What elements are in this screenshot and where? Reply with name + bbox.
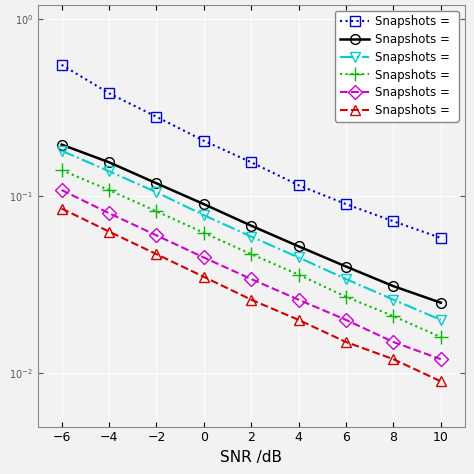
Legend: Snapshots = , Snapshots = , Snapshots = , Snapshots = , Snapshots = , Snapshots : Snapshots = , Snapshots = , Snapshots = … <box>335 10 459 122</box>
Snapshots =  <box>391 313 396 319</box>
Snapshots =  <box>59 142 64 147</box>
Snapshots =  <box>106 187 112 193</box>
Snapshots =  <box>391 219 396 224</box>
Snapshots =  <box>391 297 396 302</box>
Snapshots =  <box>201 212 207 218</box>
Line: Snapshots = : Snapshots = <box>57 146 446 325</box>
Line: Snapshots = : Snapshots = <box>57 60 446 243</box>
Snapshots =  <box>438 235 444 241</box>
Snapshots =  <box>59 148 64 154</box>
X-axis label: SNR /dB: SNR /dB <box>220 450 282 465</box>
Snapshots =  <box>296 182 301 188</box>
Snapshots =  <box>248 276 254 282</box>
Snapshots =  <box>59 187 64 193</box>
Snapshots =  <box>154 181 159 186</box>
Snapshots =  <box>154 232 159 238</box>
Snapshots =  <box>154 209 159 214</box>
Line: Snapshots = : Snapshots = <box>55 163 448 344</box>
Snapshots =  <box>343 276 349 282</box>
Snapshots =  <box>154 114 159 119</box>
Snapshots =  <box>106 210 112 216</box>
Snapshots =  <box>201 274 207 280</box>
Snapshots =  <box>201 138 207 144</box>
Snapshots =  <box>438 379 444 384</box>
Snapshots =  <box>59 206 64 211</box>
Snapshots =  <box>201 230 207 236</box>
Snapshots =  <box>296 255 301 260</box>
Line: Snapshots = : Snapshots = <box>57 140 446 308</box>
Snapshots =  <box>343 264 349 269</box>
Snapshots =  <box>59 62 64 68</box>
Snapshots =  <box>391 339 396 345</box>
Snapshots =  <box>106 91 112 96</box>
Snapshots =  <box>106 168 112 174</box>
Snapshots =  <box>106 229 112 235</box>
Snapshots =  <box>248 251 254 257</box>
Snapshots =  <box>343 201 349 207</box>
Snapshots =  <box>248 234 254 239</box>
Line: Snapshots = : Snapshots = <box>57 185 446 364</box>
Snapshots =  <box>438 317 444 323</box>
Snapshots =  <box>438 356 444 362</box>
Snapshots =  <box>296 244 301 249</box>
Snapshots =  <box>438 300 444 306</box>
Snapshots =  <box>106 159 112 165</box>
Snapshots =  <box>201 201 207 207</box>
Snapshots =  <box>248 297 254 302</box>
Snapshots =  <box>343 339 349 345</box>
Snapshots =  <box>154 190 159 195</box>
Snapshots =  <box>438 334 444 340</box>
Snapshots =  <box>343 317 349 323</box>
Snapshots =  <box>154 251 159 257</box>
Snapshots =  <box>59 167 64 173</box>
Snapshots =  <box>343 294 349 300</box>
Snapshots =  <box>201 255 207 260</box>
Snapshots =  <box>296 297 301 302</box>
Snapshots =  <box>296 272 301 277</box>
Snapshots =  <box>248 159 254 165</box>
Snapshots =  <box>391 283 396 289</box>
Snapshots =  <box>296 317 301 323</box>
Snapshots =  <box>248 223 254 228</box>
Line: Snapshots = : Snapshots = <box>57 204 446 386</box>
Snapshots =  <box>391 356 396 362</box>
